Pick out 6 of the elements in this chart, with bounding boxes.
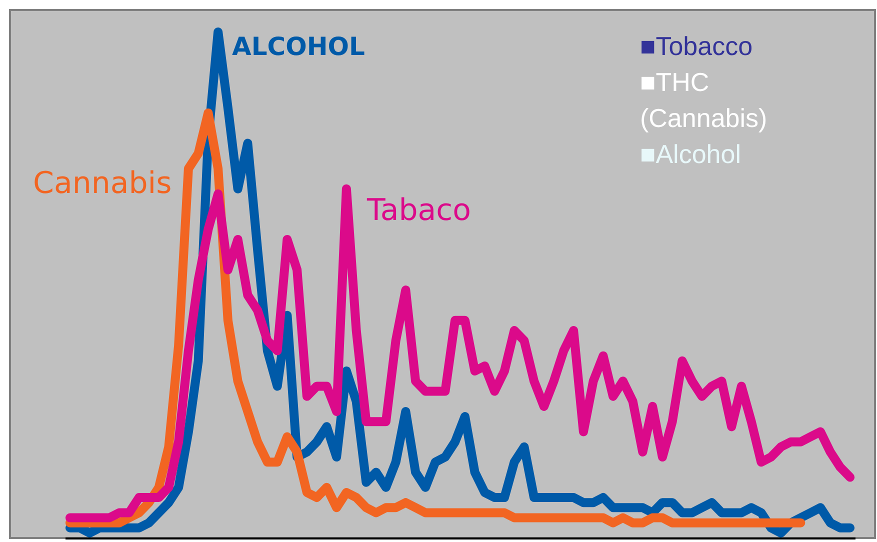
series-label: Tabaco: [366, 193, 472, 228]
series-label: ALCOHOL: [232, 32, 366, 61]
annotation: ■Tobacco: [640, 31, 753, 61]
annotation: ■THC (Cannabis): [640, 67, 768, 133]
series-label: Cannabis: [33, 166, 172, 201]
annotation: ■Alcohol: [640, 139, 741, 169]
